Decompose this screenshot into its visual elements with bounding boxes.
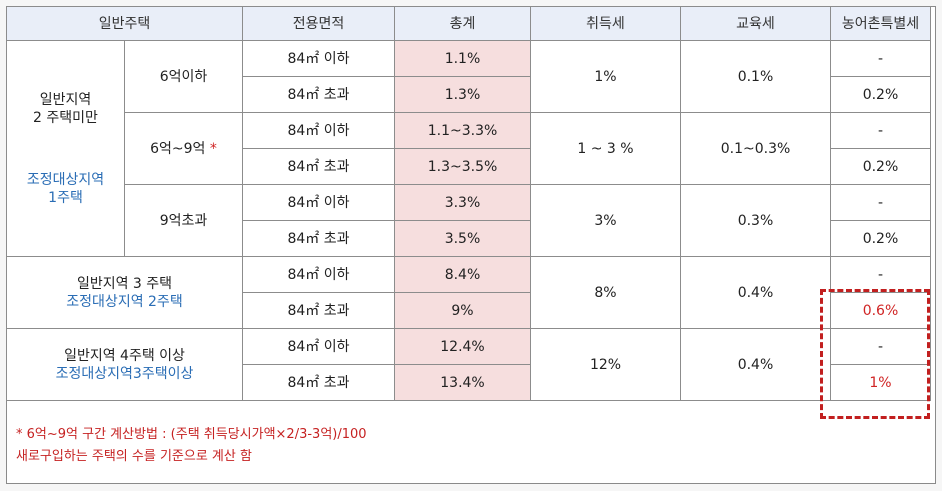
- footnote-line2: 새로구입하는 주택의 수를 기준으로 계산 함: [16, 449, 252, 464]
- footnote: * 6억~9억 구간 계산방법 : (주택 취득당시가액×2/3-3억)/100…: [16, 424, 367, 468]
- group1-label: 일반지역 2 주택미만 조정대상지역 1주택: [6, 40, 125, 257]
- price-band-label: 6억이하: [124, 40, 243, 113]
- table-row: 일반지역 4주택 이상 조정대상지역3주택이상 84㎡ 이하 12.4% 12%…: [6, 328, 931, 401]
- group1-adjusted-line1: 조정대상지역: [26, 171, 105, 188]
- footnote-line1: * 6억~9억 구간 계산방법 : (주택 취득당시가액×2/3-3억)/100: [16, 427, 367, 442]
- rural-tax-cell: 1%: [830, 364, 931, 401]
- area-cell: 84㎡ 이하: [242, 40, 395, 77]
- total-cell: 12.4%: [394, 328, 531, 365]
- area-cell: 84㎡ 초과: [242, 220, 395, 257]
- area-cell: 84㎡ 이하: [242, 112, 395, 149]
- table-row: 9억초과 84㎡ 이하 3.3% 3% 0.3% -: [7, 184, 931, 257]
- total-cell: 3.3%: [394, 184, 531, 221]
- footnote-star: *: [209, 140, 217, 157]
- group3-label: 일반지역 4주택 이상 조정대상지역3주택이상: [6, 328, 243, 401]
- acquisition-tax-table: 일반주택 전용면적 총계 취득세 교육세 농어촌특별세 일반지역 2 주택미만 …: [6, 6, 931, 401]
- rural-tax-cell: 0.2%: [830, 220, 931, 257]
- rural-tax-cell: 0.2%: [830, 148, 931, 185]
- group2-label-text: 일반지역 3 주택: [76, 275, 173, 292]
- table-row: 84㎡ 초과 3.5% 0.2%: [7, 220, 931, 257]
- rural-tax-cell: -: [830, 40, 931, 77]
- header-education-tax: 교육세: [680, 6, 831, 41]
- acquisition-tax-cell: 1%: [530, 40, 681, 113]
- table-row: 84㎡ 초과 9% 0.6%: [7, 292, 931, 329]
- total-cell: 13.4%: [394, 364, 531, 401]
- table-row: 6억~9억 * 84㎡ 이하 1.1~3.3% 1 ~ 3 % 0.1~0.3%…: [7, 112, 931, 185]
- area-cell: 84㎡ 이하: [242, 328, 395, 365]
- area-cell: 84㎡ 초과: [242, 364, 395, 401]
- table-row: 일반지역 2 주택미만 조정대상지역 1주택 6억이하 84㎡ 이하 1.1% …: [6, 40, 931, 257]
- total-cell: 1.1~3.3%: [394, 112, 531, 149]
- area-cell: 84㎡ 이하: [242, 184, 395, 221]
- total-cell: 9%: [394, 292, 531, 329]
- rural-tax-cell: 0.2%: [830, 76, 931, 113]
- group2-label: 일반지역 3 주택 조정대상지역 2주택: [6, 256, 243, 329]
- total-cell: 1.3~3.5%: [394, 148, 531, 185]
- area-cell: 84㎡ 이하: [242, 256, 395, 293]
- rural-tax-cell: -: [830, 256, 931, 293]
- rural-tax-cell: -: [830, 328, 931, 365]
- group1-label-line2: 2 주택미만: [33, 109, 98, 126]
- table-row: 일반지역 3 주택 조정대상지역 2주택 84㎡ 이하 8.4% 8% 0.4%…: [6, 256, 931, 329]
- rural-tax-cell: 0.6%: [830, 292, 931, 329]
- area-cell: 84㎡ 초과: [242, 148, 395, 185]
- acquisition-tax-cell: 12%: [530, 328, 681, 401]
- group3-adjusted-text: 조정대상지역3주택이상: [55, 365, 194, 382]
- header-area: 전용면적: [242, 6, 395, 41]
- group3-label-text: 일반지역 4주택 이상: [64, 347, 185, 364]
- rural-tax-cell: -: [830, 112, 931, 149]
- total-cell: 3.5%: [394, 220, 531, 257]
- rural-tax-cell: -: [830, 184, 931, 221]
- total-cell: 1.3%: [394, 76, 531, 113]
- education-tax-cell: 0.3%: [680, 184, 831, 257]
- header-total: 총계: [394, 6, 531, 41]
- table-row: 84㎡ 초과 1.3~3.5% 0.2%: [7, 148, 931, 185]
- education-tax-cell: 0.1%: [680, 40, 831, 113]
- header-acquisition-tax: 취득세: [530, 6, 681, 41]
- acquisition-tax-cell: 8%: [530, 256, 681, 329]
- total-cell: 8.4%: [394, 256, 531, 293]
- table-row: 84㎡ 초과 13.4% 1%: [7, 364, 931, 401]
- header-row: 일반주택 전용면적 총계 취득세 교육세 농어촌특별세: [6, 6, 931, 41]
- header-category: 일반주택: [6, 6, 243, 41]
- education-tax-cell: 0.4%: [680, 256, 831, 329]
- area-cell: 84㎡ 초과: [242, 292, 395, 329]
- acquisition-tax-cell: 1 ~ 3 %: [530, 112, 681, 185]
- price-band-label: 9억초과: [124, 184, 243, 257]
- area-cell: 84㎡ 초과: [242, 76, 395, 113]
- price-band-label: 6억~9억 *: [124, 112, 243, 185]
- education-tax-cell: 0.4%: [680, 328, 831, 401]
- group1-adjusted-line2: 1주택: [48, 189, 83, 206]
- total-cell: 1.1%: [394, 40, 531, 77]
- acquisition-tax-cell: 3%: [530, 184, 681, 257]
- group2-adjusted-text: 조정대상지역 2주택: [66, 293, 183, 310]
- group1-label-line1: 일반지역: [39, 91, 92, 108]
- header-rural-tax: 농어촌특별세: [830, 6, 931, 41]
- education-tax-cell: 0.1~0.3%: [680, 112, 831, 185]
